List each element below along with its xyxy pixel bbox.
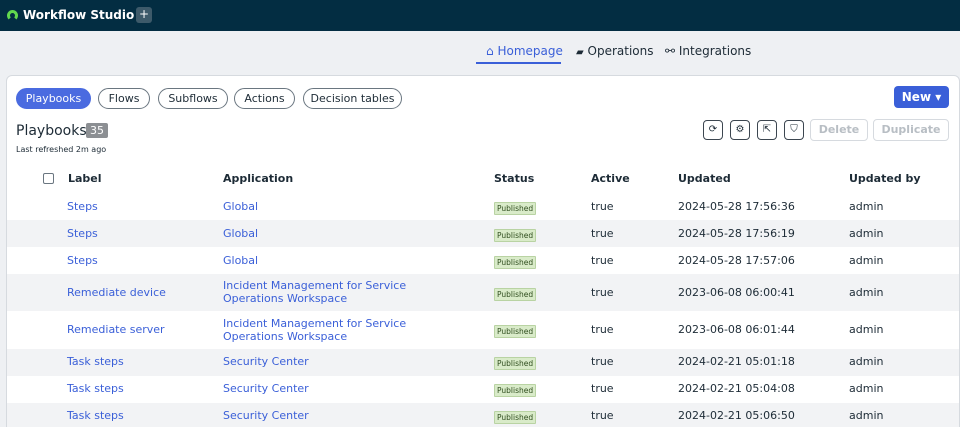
status-badge: Published [494,288,537,301]
row-active: true [591,254,614,267]
top-bar: Workflow Studio + [0,0,960,31]
row-application[interactable]: Security Center [223,355,309,368]
status-badge: Published [494,384,537,397]
tab-homepage-label: Homepage [497,44,563,58]
row-application[interactable]: Security Center [223,382,309,395]
delete-button[interactable]: Delete [810,119,868,141]
row-updated-by: admin [849,409,884,422]
row-active: true [591,355,614,368]
row-active: true [591,286,614,299]
row-updated-by: admin [849,286,884,299]
count-badge: 35 [86,123,108,138]
tab-integrations-label: Integrations [678,44,752,58]
select-all-checkbox[interactable] [43,173,54,184]
row-active: true [591,382,614,395]
refresh-button[interactable]: ⟳ [703,120,723,140]
filter-actions[interactable]: Actions [234,88,295,109]
table-row[interactable]: Task steps Security Center Published tru… [7,403,959,427]
row-label[interactable]: Steps [67,254,98,267]
filter-button[interactable]: ⛉ [784,120,804,140]
filter-subflows[interactable]: Subflows [158,88,228,109]
row-updated-by: admin [849,382,884,395]
tab-operations-label: Operations [587,44,654,58]
row-active: true [591,227,614,240]
filter-decision-tables[interactable]: Decision tables [303,88,402,109]
row-label[interactable]: Task steps [67,382,124,395]
row-label[interactable]: Task steps [67,355,124,368]
row-updated-by: admin [849,254,884,267]
row-active: true [591,409,614,422]
tab-homepage[interactable]: ⌂ Homepage [486,44,563,66]
add-tab-button[interactable]: + [136,7,152,23]
column-updated[interactable]: Updated [678,172,731,185]
row-updated-by: admin [849,227,884,240]
status-badge: Published [494,325,537,338]
table-row[interactable]: Remediate device Incident Management for… [7,274,959,311]
main-nav: ⌂ Homepage ▰ Operations ⚯ Integrations [0,44,960,66]
row-updated-by: admin [849,355,884,368]
filter-icon: ⛉ [790,124,798,135]
refresh-icon: ⟳ [708,124,718,135]
status-badge: Published [494,202,537,215]
duplicate-button[interactable]: Duplicate [873,119,949,141]
column-application[interactable]: Application [223,172,294,185]
app-title: Workflow Studio [23,8,135,22]
status-badge: Published [494,256,537,269]
table-row[interactable]: Steps Global Published true 2024-05-28 1… [7,193,959,220]
table-row[interactable]: Task steps Security Center Published tru… [7,376,959,403]
column-status[interactable]: Status [494,172,535,185]
row-updated: 2024-05-28 17:56:19 [678,227,795,240]
row-label[interactable]: Task steps [67,409,124,422]
table-row[interactable]: Task steps Security Center Published tru… [7,349,959,376]
filter-playbooks[interactable]: Playbooks [16,88,91,109]
row-label[interactable]: Steps [67,227,98,240]
row-updated-by: admin [849,323,884,336]
column-active[interactable]: Active [591,172,630,185]
table-row[interactable]: Steps Global Published true 2024-05-28 1… [7,247,959,274]
section-title: Playbooks [16,123,87,139]
status-badge: Published [494,411,537,424]
row-updated: 2023-06-08 06:00:41 [678,286,795,299]
status-badge: Published [494,357,537,370]
home-icon: ⌂ [486,44,494,58]
export-icon: ⇱ [762,124,772,135]
last-refreshed: Last refreshed 2m ago [16,145,107,154]
row-label[interactable]: Remediate server [67,323,165,336]
row-updated-by: admin [849,200,884,213]
row-application[interactable]: Incident Management for Service Operatio… [223,317,407,343]
table-row[interactable]: Steps Global Published true 2024-05-28 1… [7,220,959,247]
logo-icon [7,10,18,21]
status-badge: Published [494,229,537,242]
row-active: true [591,323,614,336]
row-updated: 2024-02-21 05:01:18 [678,355,795,368]
gear-icon: ⚙ [735,124,745,135]
row-label[interactable]: Remediate device [67,286,166,299]
row-active: true [591,200,614,213]
row-updated: 2024-02-21 05:04:08 [678,382,795,395]
new-button[interactable]: New ▾ [894,86,949,108]
active-tab-indicator [476,62,561,64]
operations-icon: ▰ [576,47,584,58]
row-application[interactable]: Global [223,254,259,267]
row-updated: 2024-05-28 17:57:06 [678,254,795,267]
tab-operations[interactable]: ▰ Operations [576,44,654,66]
export-button[interactable]: ⇱ [757,120,777,140]
table-row[interactable]: Remediate server Incident Management for… [7,311,959,349]
settings-button[interactable]: ⚙ [730,120,750,140]
row-application[interactable]: Global [223,200,259,213]
row-application[interactable]: Incident Management for Service Operatio… [223,279,407,305]
row-updated: 2024-05-28 17:56:36 [678,200,795,213]
row-updated: 2023-06-08 06:01:44 [678,323,795,336]
row-updated: 2024-02-21 05:06:50 [678,409,795,422]
link-icon: ⚯ [665,44,676,58]
row-application[interactable]: Global [223,227,259,240]
column-updated-by[interactable]: Updated by [849,172,921,185]
column-label[interactable]: Label [68,172,102,185]
row-application[interactable]: Security Center [223,409,309,422]
filter-flows[interactable]: Flows [98,88,150,109]
row-label[interactable]: Steps [67,200,98,213]
tab-integrations[interactable]: ⚯ Integrations [665,44,751,66]
